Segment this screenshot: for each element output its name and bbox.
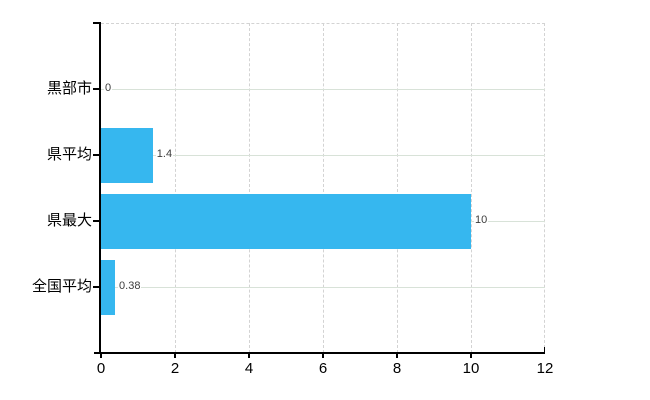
y-axis-line (99, 23, 101, 353)
vertical-gridline (248, 23, 250, 353)
category-label: 全国平均 (31, 278, 92, 295)
category-label: 県最大 (46, 212, 92, 229)
x-axis-tick (470, 353, 472, 358)
x-axis-tick (174, 353, 176, 358)
x-axis-end-tick (543, 347, 545, 352)
x-axis-tick (248, 353, 250, 358)
horizontal-gridline (101, 88, 545, 90)
category-label: 黒部市 (46, 80, 92, 97)
y-axis-tick (93, 286, 100, 288)
y-axis-tick (93, 88, 100, 90)
x-tick-label: 10 (462, 360, 480, 377)
bar (101, 259, 116, 315)
horizontal-gridline (101, 154, 545, 156)
vertical-gridline (396, 23, 398, 353)
x-tick-label: 4 (244, 360, 254, 377)
y-axis-tick (93, 154, 100, 156)
bar (101, 193, 471, 249)
bar (101, 127, 153, 183)
x-axis-tick (396, 353, 398, 358)
x-axis-line (94, 352, 545, 354)
bar-value-label: 1.4 (155, 148, 174, 161)
bar-value-label: 10 (474, 214, 489, 227)
bar-value-label: 0.38 (118, 280, 142, 293)
bar-value-label: 0 (104, 82, 113, 95)
x-axis-tick (322, 353, 324, 358)
x-tick-label: 0 (96, 360, 106, 377)
x-tick-label: 6 (318, 360, 328, 377)
x-tick-label: 2 (170, 360, 180, 377)
vertical-gridline (174, 23, 176, 353)
y-axis-tick (93, 220, 100, 222)
x-tick-label: 12 (536, 360, 554, 377)
horizontal-gridline (101, 286, 545, 288)
y-axis-end-tick (93, 22, 101, 24)
vertical-gridline (470, 23, 472, 353)
x-axis-tick (100, 353, 102, 358)
x-tick-label: 8 (392, 360, 402, 377)
category-label: 県平均 (46, 146, 92, 163)
vertical-gridline (322, 23, 324, 353)
